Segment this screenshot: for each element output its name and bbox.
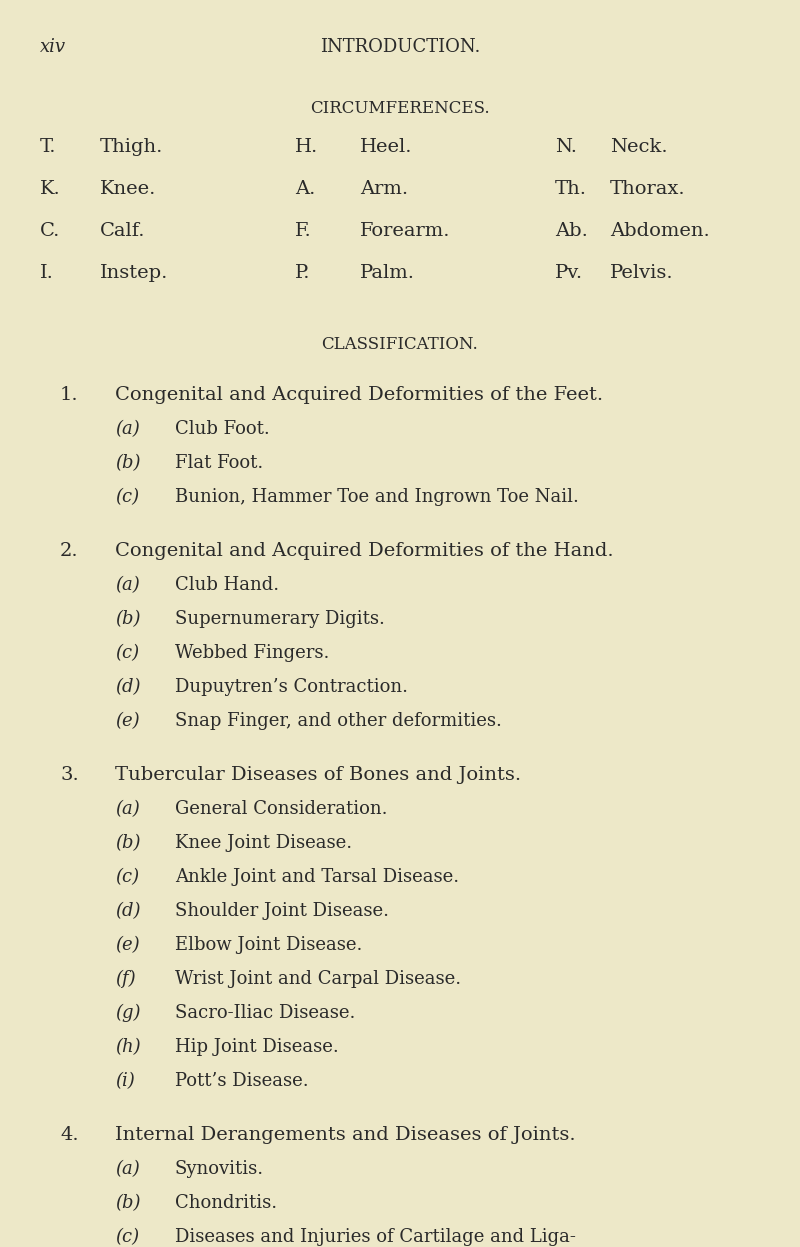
- Text: Congenital and Acquired Deformities of the Feet.: Congenital and Acquired Deformities of t…: [115, 387, 603, 404]
- Text: Knee.: Knee.: [100, 180, 156, 198]
- Text: T.: T.: [40, 138, 57, 156]
- Text: (b): (b): [115, 610, 141, 628]
- Text: Pott’s Disease.: Pott’s Disease.: [175, 1072, 309, 1090]
- Text: (a): (a): [115, 801, 140, 818]
- Text: xiv: xiv: [40, 37, 66, 56]
- Text: Congenital and Acquired Deformities of the Hand.: Congenital and Acquired Deformities of t…: [115, 542, 614, 560]
- Text: Th.: Th.: [555, 180, 587, 198]
- Text: Instep.: Instep.: [100, 264, 168, 282]
- Text: Flat Foot.: Flat Foot.: [175, 454, 263, 473]
- Text: (d): (d): [115, 678, 141, 696]
- Text: Webbed Fingers.: Webbed Fingers.: [175, 643, 330, 662]
- Text: CLASSIFICATION.: CLASSIFICATION.: [322, 335, 478, 353]
- Text: (c): (c): [115, 488, 139, 506]
- Text: A.: A.: [295, 180, 315, 198]
- Text: P.: P.: [295, 264, 310, 282]
- Text: Heel.: Heel.: [360, 138, 413, 156]
- Text: Synovitis.: Synovitis.: [175, 1160, 264, 1178]
- Text: (e): (e): [115, 712, 140, 729]
- Text: Dupuytren’s Contraction.: Dupuytren’s Contraction.: [175, 678, 408, 696]
- Text: Ankle Joint and Tarsal Disease.: Ankle Joint and Tarsal Disease.: [175, 868, 459, 887]
- Text: Diseases and Injuries of Cartilage and Liga-: Diseases and Injuries of Cartilage and L…: [175, 1228, 576, 1246]
- Text: Pv.: Pv.: [555, 264, 583, 282]
- Text: Club Hand.: Club Hand.: [175, 576, 279, 594]
- Text: (i): (i): [115, 1072, 134, 1090]
- Text: C.: C.: [40, 222, 60, 239]
- Text: (c): (c): [115, 868, 139, 887]
- Text: (f): (f): [115, 970, 136, 989]
- Text: 1.: 1.: [60, 387, 78, 404]
- Text: (a): (a): [115, 1160, 140, 1178]
- Text: Calf.: Calf.: [100, 222, 146, 239]
- Text: Hip Joint Disease.: Hip Joint Disease.: [175, 1038, 338, 1056]
- Text: Thorax.: Thorax.: [610, 180, 686, 198]
- Text: I.: I.: [40, 264, 54, 282]
- Text: (g): (g): [115, 1004, 141, 1023]
- Text: 4.: 4.: [60, 1126, 78, 1143]
- Text: (b): (b): [115, 834, 141, 852]
- Text: Forearm.: Forearm.: [360, 222, 450, 239]
- Text: Internal Derangements and Diseases of Joints.: Internal Derangements and Diseases of Jo…: [115, 1126, 576, 1143]
- Text: Supernumerary Digits.: Supernumerary Digits.: [175, 610, 385, 628]
- Text: Sacro-Iliac Disease.: Sacro-Iliac Disease.: [175, 1004, 355, 1023]
- Text: (a): (a): [115, 576, 140, 594]
- Text: (a): (a): [115, 420, 140, 438]
- Text: (h): (h): [115, 1038, 141, 1056]
- Text: General Consideration.: General Consideration.: [175, 801, 387, 818]
- Text: (e): (e): [115, 936, 140, 954]
- Text: (b): (b): [115, 454, 141, 473]
- Text: Bunion, Hammer Toe and Ingrown Toe Nail.: Bunion, Hammer Toe and Ingrown Toe Nail.: [175, 488, 579, 506]
- Text: Palm.: Palm.: [360, 264, 415, 282]
- Text: (c): (c): [115, 643, 139, 662]
- Text: Club Foot.: Club Foot.: [175, 420, 270, 438]
- Text: N.: N.: [555, 138, 577, 156]
- Text: H.: H.: [295, 138, 318, 156]
- Text: K.: K.: [40, 180, 61, 198]
- Text: INTRODUCTION.: INTRODUCTION.: [320, 37, 480, 56]
- Text: Wrist Joint and Carpal Disease.: Wrist Joint and Carpal Disease.: [175, 970, 461, 988]
- Text: Snap Finger, and other deformities.: Snap Finger, and other deformities.: [175, 712, 502, 729]
- Text: Knee Joint Disease.: Knee Joint Disease.: [175, 834, 352, 852]
- Text: F.: F.: [295, 222, 312, 239]
- Text: CIRCUMFERENCES.: CIRCUMFERENCES.: [310, 100, 490, 117]
- Text: (b): (b): [115, 1193, 141, 1212]
- Text: Shoulder Joint Disease.: Shoulder Joint Disease.: [175, 902, 389, 920]
- Text: Pelvis.: Pelvis.: [610, 264, 674, 282]
- Text: Elbow Joint Disease.: Elbow Joint Disease.: [175, 936, 362, 954]
- Text: Ab.: Ab.: [555, 222, 588, 239]
- Text: Chondritis.: Chondritis.: [175, 1193, 277, 1212]
- Text: 2.: 2.: [60, 542, 78, 560]
- Text: Tubercular Diseases of Bones and Joints.: Tubercular Diseases of Bones and Joints.: [115, 766, 521, 784]
- Text: (d): (d): [115, 902, 141, 920]
- Text: (c): (c): [115, 1228, 139, 1246]
- Text: Neck.: Neck.: [610, 138, 668, 156]
- Text: Thigh.: Thigh.: [100, 138, 163, 156]
- Text: Arm.: Arm.: [360, 180, 408, 198]
- Text: Abdomen.: Abdomen.: [610, 222, 710, 239]
- Text: 3.: 3.: [60, 766, 78, 784]
